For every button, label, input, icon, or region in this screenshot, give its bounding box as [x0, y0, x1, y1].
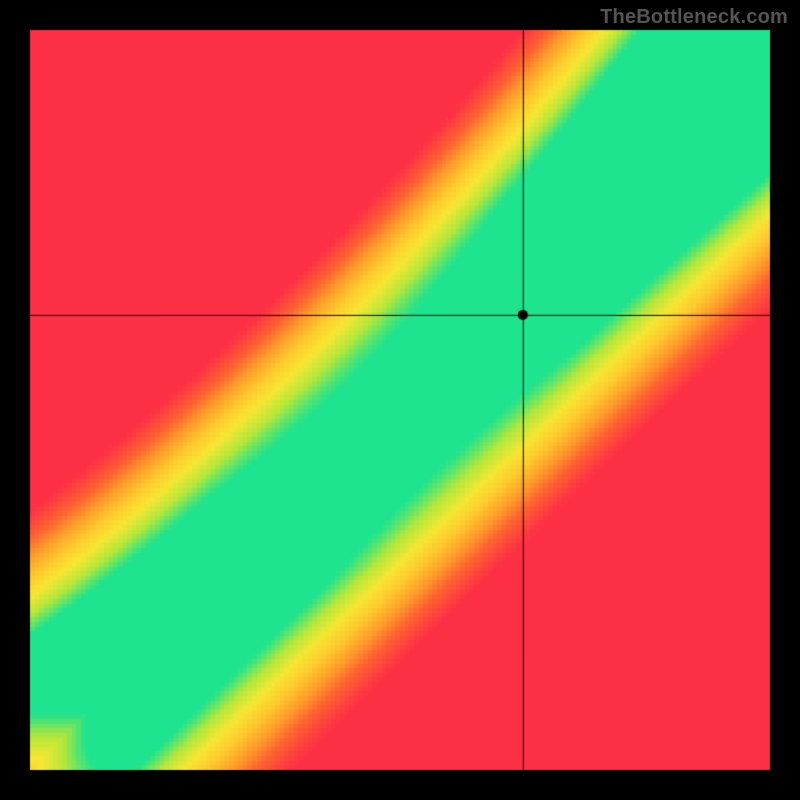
watermark-text: TheBottleneck.com [600, 6, 788, 29]
chart-container: TheBottleneck.com [0, 0, 800, 800]
bottleneck-heatmap [0, 0, 800, 800]
